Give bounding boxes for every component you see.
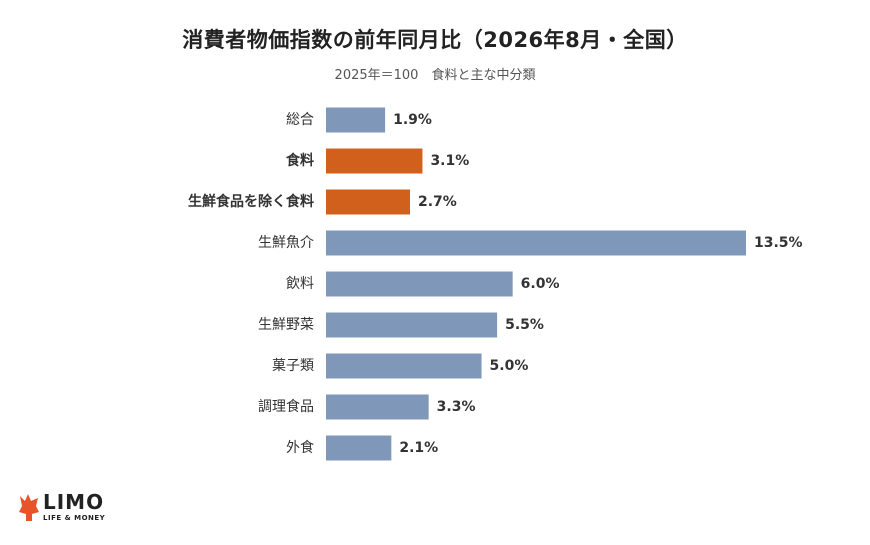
category-label: 生鮮食品を除く食料 bbox=[188, 193, 314, 210]
category-label: 菓子類 bbox=[272, 358, 314, 374]
chart-subtitle: 2025年＝100 食料と主な中分類 bbox=[334, 68, 536, 83]
chart-title: 消費者物価指数の前年同月比（2026年8月・全国） bbox=[182, 28, 688, 52]
category-label: 調理食品 bbox=[258, 398, 314, 415]
data-label: 3.3% bbox=[437, 399, 476, 415]
category-label: 外食 bbox=[286, 439, 314, 456]
bar bbox=[326, 312, 498, 338]
category-label: 総合 bbox=[286, 112, 314, 128]
bar bbox=[326, 230, 746, 256]
category-label: 生鮮魚介 bbox=[258, 235, 314, 251]
data-label: 3.1% bbox=[430, 153, 469, 169]
bar bbox=[326, 148, 423, 174]
data-label: 2.1% bbox=[399, 440, 438, 456]
category-label: 生鮮野菜 bbox=[258, 317, 314, 333]
bar bbox=[326, 189, 410, 215]
data-label: 5.0% bbox=[490, 358, 529, 374]
bar bbox=[326, 353, 482, 379]
logo-wordmark: LIMO bbox=[43, 490, 105, 514]
category-label: 食料 bbox=[286, 152, 314, 169]
bar bbox=[326, 394, 429, 420]
fox-logo-icon bbox=[19, 494, 39, 521]
data-label: 5.5% bbox=[505, 317, 544, 333]
bar bbox=[326, 107, 386, 133]
logo-tagline: LIFE & MONEY bbox=[43, 514, 106, 522]
bar bbox=[326, 435, 392, 461]
data-label: 2.7% bbox=[418, 194, 457, 210]
data-label: 6.0% bbox=[521, 276, 560, 292]
category-label: 飲料 bbox=[286, 276, 314, 292]
data-label: 13.5% bbox=[754, 235, 803, 251]
data-label: 1.9% bbox=[393, 112, 432, 128]
bar bbox=[326, 271, 513, 297]
limo-logo: LIMO LIFE & MONEY bbox=[18, 492, 128, 528]
